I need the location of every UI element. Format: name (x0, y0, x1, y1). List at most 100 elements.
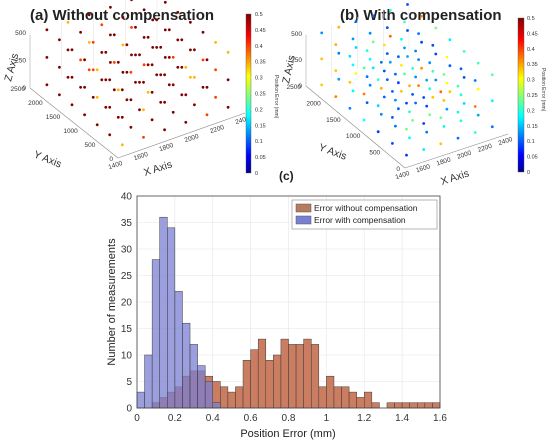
histogram-bar (174, 291, 183, 409)
error-point (420, 40, 423, 44)
error-point (180, 65, 184, 69)
histogram-bar (159, 216, 168, 409)
error-point (348, 54, 352, 58)
error-point (70, 48, 74, 52)
error-point (351, 37, 355, 41)
error-point (112, 61, 116, 64)
histogram-ylabel: Number of measurements (106, 238, 118, 366)
x-tick-label: 1.2 (357, 413, 371, 424)
error-point (193, 103, 196, 107)
histogram-bar (273, 354, 282, 409)
error-point (442, 125, 446, 128)
error-point (337, 77, 341, 81)
histogram-bar (333, 386, 342, 409)
x-tick-label: 0.8 (282, 413, 296, 424)
y-tick-label: 1500 (46, 114, 61, 121)
error-point (112, 88, 116, 92)
error-point (151, 18, 155, 22)
panel-c: (c) 0 0.2 0.4 0.6 0.8 1 1.2 1.4 1.6 0 5 10 15 20 25 30… (106, 169, 447, 440)
y-tick-label: 0 (109, 156, 113, 163)
histogram-bar (409, 402, 418, 409)
y-tick-label: 35 (121, 218, 133, 229)
histogram-bar (182, 322, 191, 409)
error-point (394, 98, 397, 102)
histogram-bar (280, 338, 289, 409)
error-point (351, 63, 355, 67)
error-point (431, 43, 435, 47)
error-point (371, 40, 375, 44)
error-point (379, 86, 383, 90)
error-point (382, 95, 386, 99)
histogram-bar (303, 338, 312, 409)
error-point (376, 130, 380, 134)
error-point (376, 78, 380, 82)
histogram-bar (371, 402, 380, 409)
error-point (70, 103, 74, 107)
error-point (125, 43, 129, 47)
error-point (150, 63, 154, 67)
error-point (414, 75, 417, 79)
error-point (445, 55, 449, 59)
panel-c-title: (c) (279, 169, 294, 183)
y-tick-label: 1500 (326, 117, 341, 124)
x-tick-label: 2400 (498, 136, 514, 147)
error-point (134, 53, 137, 57)
panel-b-ylabel: Y Axis (317, 142, 348, 163)
panel-a-ylabel: Y Axis (32, 149, 63, 171)
error-point (397, 55, 400, 59)
error-point (405, 153, 408, 157)
error-point (439, 116, 443, 120)
error-point (439, 90, 443, 94)
histogram-bar (189, 344, 198, 409)
error-point (422, 96, 426, 99)
error-point (159, 73, 163, 77)
histogram-bar (310, 344, 320, 409)
x-tick-label: 1 (324, 413, 330, 424)
error-point (422, 148, 426, 151)
error-point (334, 43, 338, 46)
error-point (176, 38, 180, 42)
error-point (193, 75, 196, 79)
error-point (362, 118, 366, 122)
error-point (180, 93, 184, 97)
histogram-bar (288, 344, 297, 409)
histogram-bar (348, 391, 357, 409)
histogram-bar (151, 259, 160, 409)
colorbar-tick-label: 0.25 (527, 93, 538, 99)
panel-a-ticks: 1400160018002000220024000500100015002000… (11, 30, 251, 171)
error-point (388, 8, 392, 12)
error-point (354, 20, 358, 23)
y-tick-label: 500 (369, 150, 380, 157)
error-point (142, 108, 145, 112)
error-point (476, 61, 480, 65)
x-tick-label: 1400 (395, 170, 411, 181)
error-point (368, 83, 372, 87)
panel-b-colorbar (517, 17, 525, 173)
panel-b-grid (305, 0, 410, 86)
error-point (320, 57, 324, 61)
error-point (414, 49, 417, 53)
error-point (116, 60, 120, 64)
y-tick-label: 2000 (28, 100, 43, 107)
error-point (189, 75, 192, 79)
error-point (434, 52, 438, 56)
error-point (408, 84, 411, 88)
error-point (176, 65, 180, 69)
error-point (104, 105, 108, 109)
histogram-bar (265, 360, 274, 409)
histogram-bar (204, 381, 213, 409)
y-tick-label: 1000 (63, 128, 78, 135)
error-point (425, 78, 429, 82)
error-point (146, 90, 150, 94)
error-point (138, 80, 141, 84)
error-point (400, 89, 403, 93)
colorbar-tick-label: 0 (255, 171, 258, 177)
error-point (79, 58, 82, 62)
error-point (171, 55, 175, 59)
panel-b: (b) With compensation 140016001800200022… (280, 0, 546, 188)
error-point (95, 123, 99, 127)
error-point (138, 53, 141, 57)
error-point (108, 105, 112, 109)
y-tick-label: 2000 (306, 100, 321, 107)
error-point (425, 130, 429, 134)
